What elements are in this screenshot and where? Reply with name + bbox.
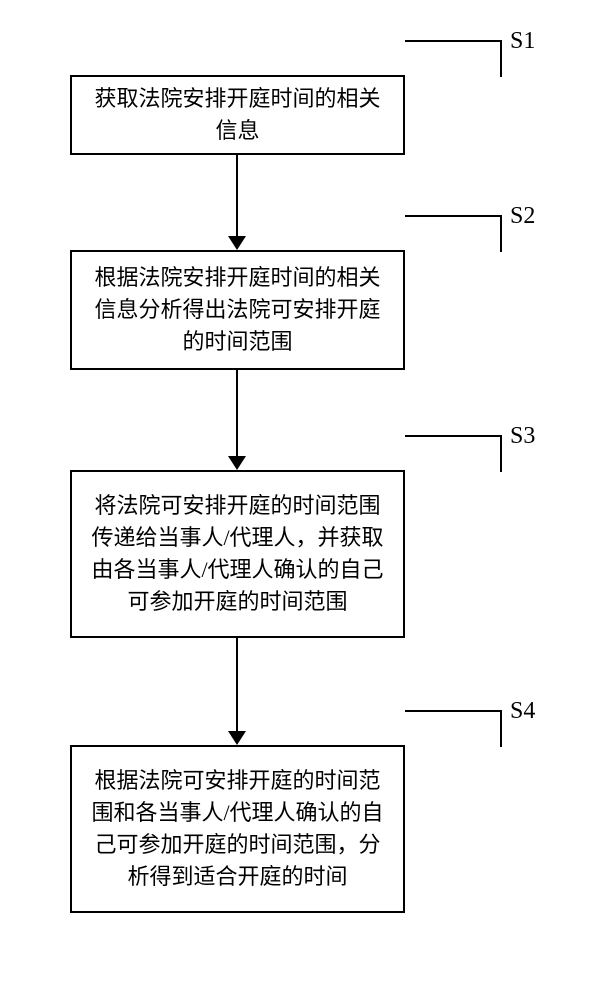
flow-node-s3: 将法院可安排开庭的时间范围传递给当事人/代理人，并获取由各当事人/代理人确认的自… <box>70 470 405 638</box>
flow-node-s2-text: 根据法院安排开庭时间的相关信息分析得出法院可安排开庭的时间范围 <box>84 262 391 358</box>
arrow-s3-s4 <box>228 638 246 745</box>
leader-s4 <box>405 710 502 747</box>
leader-s3 <box>405 435 502 472</box>
flow-node-s4: 根据法院可安排开庭的时间范围和各当事人/代理人确认的自己可参加开庭的时间范围，分… <box>70 745 405 913</box>
leader-s2 <box>405 215 502 252</box>
flow-label-s3: S3 <box>510 423 535 450</box>
arrow-s2-s3 <box>228 370 246 470</box>
flow-label-s4: S4 <box>510 698 535 725</box>
leader-s1 <box>405 40 502 77</box>
flow-node-s1-text: 获取法院安排开庭时间的相关信息 <box>84 83 391 147</box>
flow-label-s1: S1 <box>510 28 535 55</box>
flow-node-s1: 获取法院安排开庭时间的相关信息 <box>70 75 405 155</box>
flow-node-s4-text: 根据法院可安排开庭的时间范围和各当事人/代理人确认的自己可参加开庭的时间范围，分… <box>84 765 391 893</box>
flow-node-s2: 根据法院安排开庭时间的相关信息分析得出法院可安排开庭的时间范围 <box>70 250 405 370</box>
arrow-s1-s2 <box>228 155 246 250</box>
flow-label-s2: S2 <box>510 203 535 230</box>
flow-node-s3-text: 将法院可安排开庭的时间范围传递给当事人/代理人，并获取由各当事人/代理人确认的自… <box>84 490 391 618</box>
